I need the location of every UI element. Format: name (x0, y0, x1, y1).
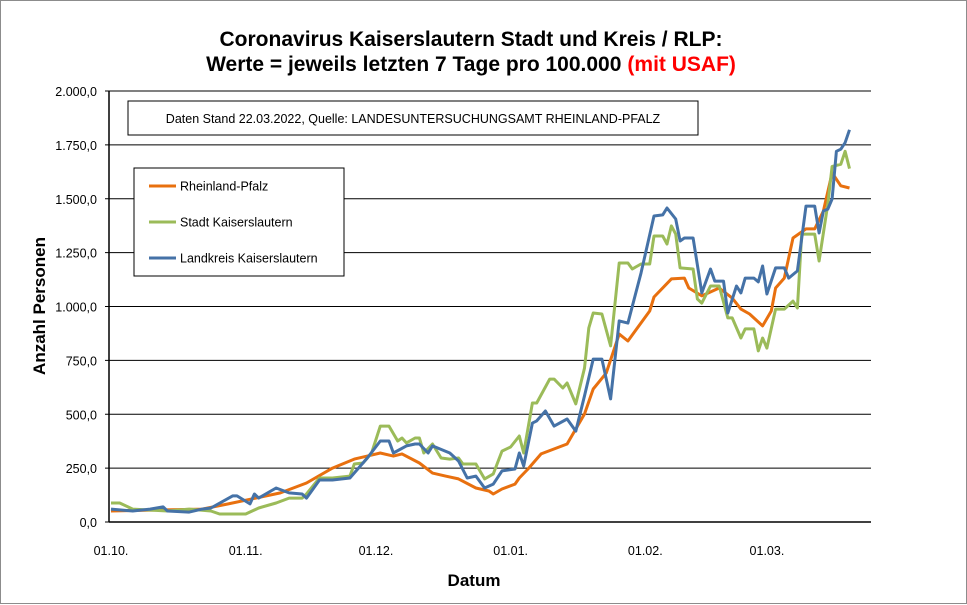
chart-title-highlight: (mit USAF) (627, 53, 736, 76)
legend: Rheinland-Pfalz Stadt Kaiserslautern Landk… (133, 167, 345, 277)
y-tick-label: 1.250,0 (55, 247, 97, 261)
x-axis-title: Datum (448, 571, 501, 590)
note-box (127, 100, 699, 136)
legend-label: Landkreis Kaiserslautern (180, 252, 318, 266)
y-axis-title: Anzahl Personen (30, 237, 49, 375)
y-tick-label: 2.000,0 (55, 85, 97, 99)
y-tick-label: 250,0 (66, 462, 97, 476)
y-tick-label: 1.000,0 (55, 301, 97, 315)
series-line-landkreis-kaiserslautern (110, 129, 851, 514)
y-tick-label: 750,0 (66, 354, 97, 368)
series-line-rheinland-pfalz (110, 171, 850, 513)
x-axis: 01.10. 01.11. 01.12. 01.01. 01.02. 01.03. (94, 521, 871, 558)
x-tick-label: 01.01. (493, 544, 528, 558)
y-tick-label: 500,0 (66, 408, 97, 422)
chart-title-main: Werte = jeweils letzten 7 Tage pro 100.0… (206, 53, 621, 76)
y-tick-label: 1.750,0 (55, 139, 97, 153)
x-tick-label: 01.03. (750, 544, 785, 558)
x-tick-label: 01.10. (94, 544, 129, 558)
legend-label: Rheinland-Pfalz (180, 180, 268, 194)
series-line-stadt-kaiserslautern (111, 149, 851, 516)
y-axis: 0,0 250,0 500,0 750,0 1.000,0 1.250,0 1.500,0 1… (55, 85, 110, 530)
legend-label: Stadt Kaiserslautern (180, 216, 293, 230)
series-lines (110, 129, 851, 516)
chart-title-line1: Coronavirus Kaiserslautern Stadt und Kre… (220, 28, 723, 51)
y-tick-label: 0,0 (80, 516, 97, 530)
source-note: Daten Stand 22.03.2022, Quelle: LANDESUN… (166, 112, 661, 126)
x-tick-label: 01.11. (229, 544, 263, 558)
x-tick-label: 01.12. (359, 544, 394, 558)
chart-title-line2: Werte = jeweils letzten 7 Tage pro 100.0… (206, 53, 736, 76)
x-tick-label: 01.02. (628, 544, 663, 558)
y-tick-label: 1.500,0 (55, 193, 97, 207)
